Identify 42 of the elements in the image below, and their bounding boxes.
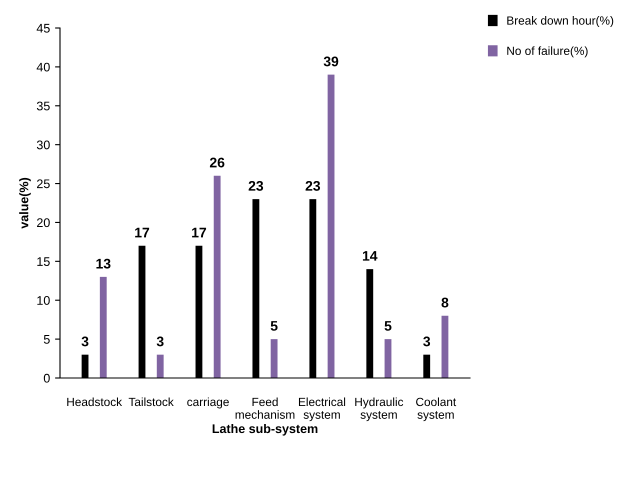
data-label: 3 bbox=[423, 336, 430, 346]
y-tick-label: 35 bbox=[36, 102, 50, 110]
data-label: 5 bbox=[384, 321, 392, 331]
y-axis-title: value(%) bbox=[19, 178, 31, 229]
data-label: 3 bbox=[156, 336, 164, 346]
data-label: 17 bbox=[135, 228, 150, 238]
data-label: 17 bbox=[192, 228, 206, 238]
data-label: 39 bbox=[324, 56, 338, 66]
data-label: 3 bbox=[82, 336, 88, 346]
bar bbox=[100, 276, 107, 378]
y-tick-label: 30 bbox=[36, 140, 50, 150]
y-tick-label: 10 bbox=[37, 296, 50, 305]
y-tick-label: 25 bbox=[37, 179, 50, 188]
x-tick-label: Hydraulic system bbox=[355, 397, 404, 422]
bar bbox=[384, 339, 392, 378]
legend-label: Break down hour(%) bbox=[507, 16, 614, 28]
data-label: 26 bbox=[210, 158, 224, 168]
y-tick-label: 15 bbox=[37, 257, 50, 266]
x-tick-label: Tailstock bbox=[128, 397, 174, 406]
data-label: 14 bbox=[362, 251, 378, 261]
bar bbox=[270, 339, 278, 378]
data-label: 13 bbox=[96, 258, 110, 269]
bar bbox=[156, 354, 164, 378]
data-label: 5 bbox=[270, 321, 278, 331]
x-tick-label: Headstock bbox=[67, 397, 122, 406]
y-tick-label: 5 bbox=[44, 335, 50, 344]
bar bbox=[214, 176, 221, 378]
y-tick-label: 20 bbox=[37, 218, 50, 228]
data-label: 23 bbox=[248, 180, 264, 191]
legend-label: No of failure(%) bbox=[507, 46, 588, 58]
x-tick-label: Coolant system bbox=[416, 397, 456, 422]
bar bbox=[442, 316, 448, 378]
y-tick-label: 45 bbox=[36, 24, 50, 33]
y-tick-label: 40 bbox=[36, 62, 50, 72]
x-tick-label: carriage bbox=[187, 397, 229, 408]
x-axis-title: Lathe sub-system bbox=[212, 424, 318, 436]
data-label: 8 bbox=[442, 298, 448, 308]
bar bbox=[328, 74, 334, 378]
y-tick-label: 0 bbox=[44, 374, 50, 383]
x-tick-label: Electrical system bbox=[298, 397, 346, 422]
x-tick-label: Feed mechanism bbox=[236, 397, 294, 419]
data-label: 23 bbox=[306, 180, 320, 191]
